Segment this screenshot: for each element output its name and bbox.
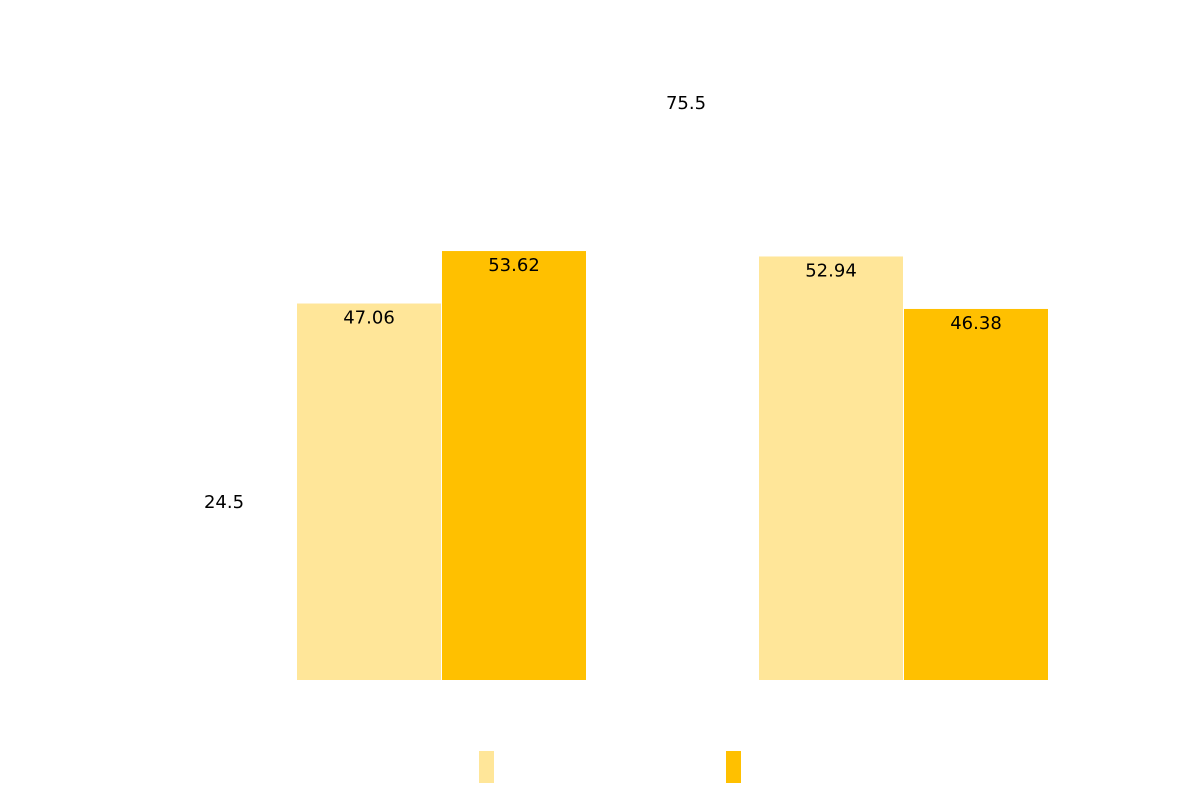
data-label-series-2-group-1: 53.62	[488, 255, 540, 276]
annotation-label-left: 24.5	[204, 492, 244, 513]
bar-series-1-group-1	[297, 303, 441, 680]
legend-swatch-series-2	[726, 751, 741, 783]
bar-series-1-group-2	[759, 256, 903, 680]
data-label-series-2-group-2: 46.38	[950, 313, 1002, 334]
bars-layer	[297, 251, 1048, 681]
bar-series-2-group-2	[904, 308, 1048, 680]
bar-series-2-group-1	[442, 251, 586, 681]
data-label-series-1-group-2: 52.94	[805, 260, 857, 281]
annotation-label-center: 75.5	[666, 93, 706, 114]
legend	[479, 751, 741, 783]
legend-swatch-series-1	[479, 751, 494, 783]
data-label-series-1-group-1: 47.06	[343, 308, 395, 329]
labels-layer: 47.06 52.94 53.62 46.38	[343, 255, 1002, 334]
